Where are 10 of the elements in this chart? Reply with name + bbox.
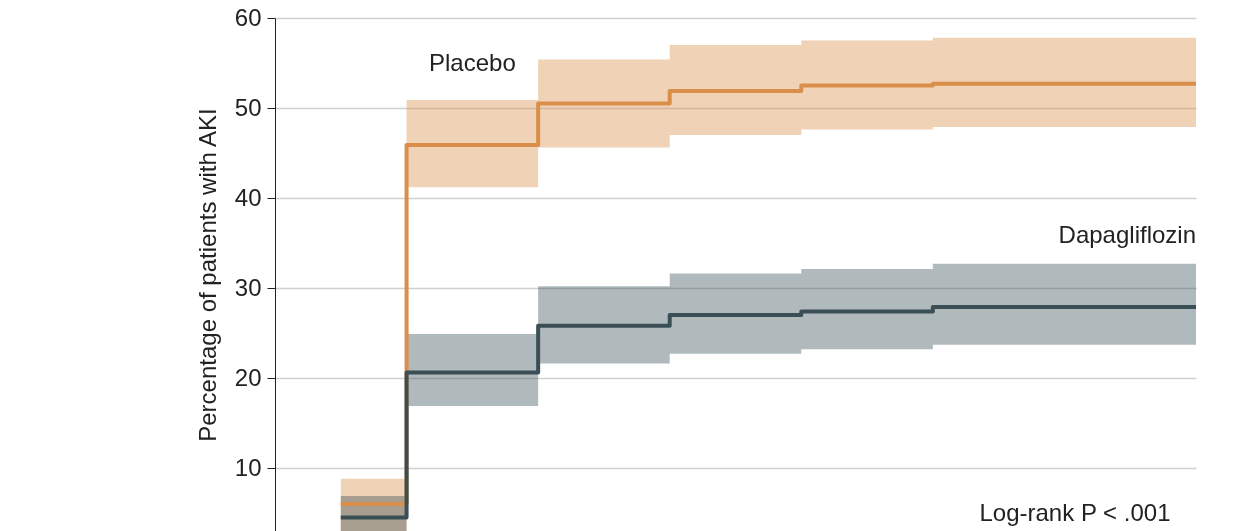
y-tick-label: 60 — [234, 3, 262, 31]
y-tick-label: 20 — [234, 363, 262, 391]
y-tick-label: 10 — [234, 453, 262, 481]
text: Dapagliflozin — [1058, 221, 1196, 249]
annotation: Log-rank P < .001 — [979, 499, 1171, 526]
y-axis-title: Percentage of patients with AKI — [193, 108, 221, 442]
y-tick-label: 30 — [234, 273, 262, 301]
y-tick-label: 40 — [234, 183, 262, 211]
y-tick-label: 50 — [234, 93, 262, 121]
series-label: Placebo — [428, 48, 516, 76]
